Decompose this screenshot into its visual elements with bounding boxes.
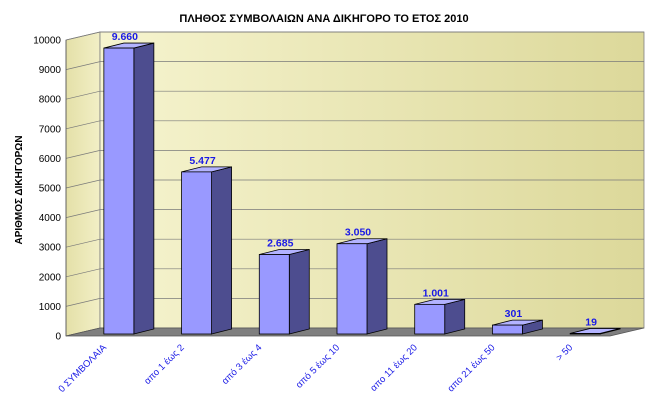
y-tick-label: 8000 [39,95,62,106]
bar-side [211,166,232,335]
gridline [65,120,644,130]
x-tick-label: > 50 [554,342,575,363]
gridline [65,209,644,218]
x-tick-label: από 5 έως 10 [294,342,342,390]
gridline [65,238,644,248]
x-tick-label: από 3 έως 4 [220,342,265,387]
y-tick-label: 10000 [33,36,61,47]
bar [492,324,523,335]
data-label: 9.660 [112,31,138,43]
x-tick-label: απο 1 έως 2 [142,342,186,386]
bar [103,47,135,335]
gridline [65,298,644,307]
gridline [65,179,644,189]
data-label: 1.001 [423,287,449,299]
data-label: 2.685 [267,238,293,250]
bar-side [366,238,388,335]
bar [181,171,212,335]
bar [258,254,290,335]
y-tick-label: 1000 [39,302,62,313]
gridline [65,268,644,278]
bar [414,303,446,335]
gridline [65,150,644,159]
x-tick-label: απο 11 έως 20 [368,342,419,393]
y-tick-label: 0 [55,332,61,343]
plot-area: 0 1000 2000 3000 4000 5000 6000 7000 8000 9000 100… [33,31,645,395]
bar-side [444,298,466,335]
bar [336,243,368,335]
y-tick-label: 9000 [39,65,62,76]
data-label: 5.477 [189,155,215,167]
y-tick-label: 6000 [39,154,62,165]
y-tick-label: 2000 [39,272,62,283]
gridline [65,61,644,70]
bar [569,333,601,335]
bar-side [288,249,310,335]
data-label: 301 [505,308,523,320]
chart-title: ΠΛΗΘΟΣ ΣΥΜΒΟΛΑΙΩΝ ΑΝΑ ΔΙΚΗΓΟΡΟ ΤΟ ΕΤΟΣ 2… [179,13,468,25]
data-label: 19 [585,316,597,328]
y-tick-label: 5000 [39,184,62,195]
x-tick-label: 0 ΣΥΜΒΟΛΑΙΑ [56,342,109,395]
y-tick-label: 7000 [39,124,62,135]
gridline [65,90,644,100]
y-axis-label: ΑΡΙΘΜΟΣ ΔΙΚΗΓΟΡΩΝ [14,135,25,244]
y-tick-label: 4000 [39,213,62,224]
x-tick-label: απο 21 έως 50 [446,342,498,394]
bar-side [133,42,155,335]
data-label: 3.050 [345,227,371,239]
gridline [65,31,644,41]
y-tick-label: 3000 [39,243,62,254]
